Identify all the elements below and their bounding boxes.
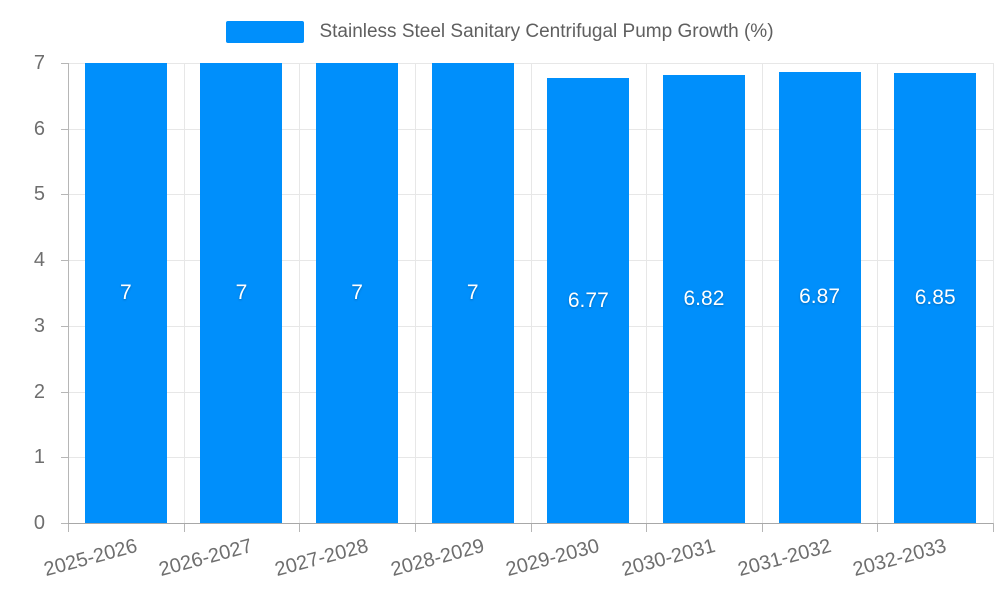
x-axis-tick <box>877 523 879 532</box>
x-axis-tick <box>183 523 185 532</box>
y-axis-tick <box>61 128 68 130</box>
legend: Stainless Steel Sanitary Centrifugal Pum… <box>0 18 1000 46</box>
gridline-vertical <box>761 63 763 523</box>
x-axis-tick <box>68 523 69 532</box>
gridline-vertical <box>993 63 994 523</box>
bar[interactable]: 7 <box>316 63 399 523</box>
x-axis-tick <box>299 523 301 532</box>
x-axis-line <box>68 523 993 524</box>
gridline-vertical <box>299 63 301 523</box>
y-tick-label: 6 <box>33 117 45 140</box>
y-axis-tick <box>61 325 68 327</box>
x-axis-tick <box>646 523 648 532</box>
bar-value-label: 6.77 <box>567 288 609 312</box>
x-axis-tick <box>414 523 416 532</box>
y-axis-tick <box>61 523 68 524</box>
bar[interactable]: 7 <box>84 63 167 523</box>
x-tick-label: 2026-2027 <box>157 535 256 582</box>
y-axis-tick <box>61 260 68 262</box>
y-tick-label: 4 <box>33 249 45 272</box>
bar[interactable]: 6.85 <box>894 72 977 523</box>
bar-value-label: 6.85 <box>914 285 956 309</box>
y-axis-tick <box>61 194 68 196</box>
y-tick-label: 5 <box>33 183 45 206</box>
y-axis-tick <box>61 391 68 393</box>
bar-value-label: 6.87 <box>799 285 840 309</box>
x-tick-label: 2025-2026 <box>41 535 140 582</box>
bar[interactable]: 7 <box>431 63 514 523</box>
x-tick-label: 2029-2030 <box>503 535 603 582</box>
bar-value-label: 7 <box>466 281 479 304</box>
bar[interactable]: 7 <box>200 63 283 523</box>
plot-area: 0 1 2 3 4 5 6 7 7 7 7 7 6.77 6.82 6.87 6.85 2025-2026 202… <box>34 52 994 581</box>
y-tick-label: 3 <box>33 314 45 337</box>
gridline-vertical <box>414 63 416 523</box>
y-tick-label: 1 <box>33 446 45 469</box>
x-axis-tick <box>530 523 532 532</box>
y-axis-tick <box>61 457 68 459</box>
x-tick-label: 2027-2028 <box>272 535 371 582</box>
y-tick-label: 2 <box>33 380 45 403</box>
bar-value-label: 7 <box>119 281 132 304</box>
x-tick-label: 2030-2031 <box>619 535 718 582</box>
bar-value-label: 7 <box>351 281 363 304</box>
bar-value-label: 6.82 <box>683 286 725 310</box>
legend-marker-swatch <box>226 21 305 43</box>
x-axis-tick <box>761 523 763 532</box>
x-tick-label: 2028-2029 <box>388 535 487 582</box>
gridline-vertical <box>530 63 532 523</box>
legend-label: Stainless Steel Sanitary Centrifugal Pum… <box>319 21 774 42</box>
y-axis-tick <box>61 63 68 64</box>
gridline-vertical <box>646 63 648 523</box>
x-axis-tick <box>993 523 994 532</box>
bar[interactable]: 6.82 <box>662 74 745 523</box>
y-axis-line <box>68 63 69 523</box>
gridline-vertical <box>877 63 879 523</box>
x-tick-label: 2032-2033 <box>850 535 949 582</box>
x-tick-label: 2031-2032 <box>735 535 834 582</box>
bar[interactable]: 6.77 <box>547 78 630 523</box>
legend-item[interactable]: Stainless Steel Sanitary Centrifugal Pum… <box>226 21 774 43</box>
gridline-vertical <box>183 63 185 523</box>
bar-value-label: 7 <box>235 281 248 304</box>
bar[interactable]: 6.87 <box>778 71 861 523</box>
y-tick-label: 7 <box>33 52 45 74</box>
y-tick-label: 0 <box>33 512 45 534</box>
